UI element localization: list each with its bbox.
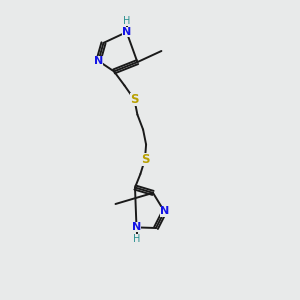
Text: H: H bbox=[123, 16, 130, 26]
Text: N: N bbox=[94, 56, 103, 66]
Text: N: N bbox=[132, 222, 141, 233]
Text: S: S bbox=[141, 153, 149, 166]
Text: N: N bbox=[122, 27, 131, 37]
Text: S: S bbox=[130, 93, 139, 106]
Text: H: H bbox=[133, 233, 140, 244]
Text: N: N bbox=[160, 206, 169, 217]
